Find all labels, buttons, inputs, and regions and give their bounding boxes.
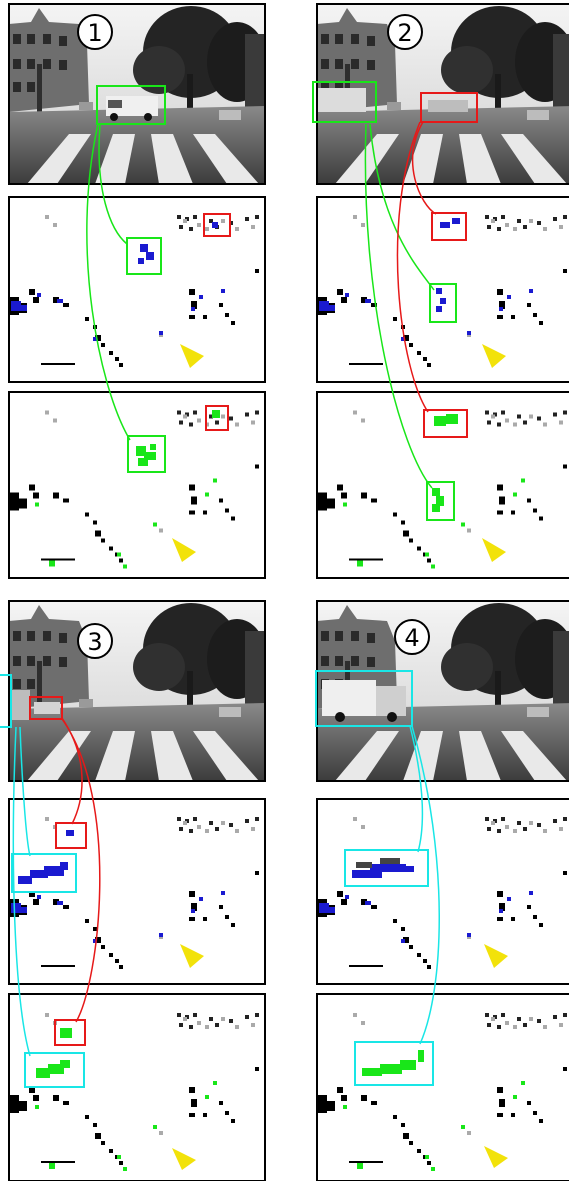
panel-group-3: 3 [0, 600, 266, 1181]
group-number-1: 1 [87, 19, 102, 47]
group-number-4: 4 [404, 624, 419, 652]
event-map-1b [8, 391, 266, 579]
camera-frame-1: 1 [8, 3, 266, 185]
event-map-3b [8, 993, 266, 1181]
event-map-2b [316, 391, 569, 579]
event-map-2a [316, 196, 569, 383]
event-map-3a [8, 798, 266, 985]
group-number-2: 2 [397, 19, 412, 47]
camera-frame-2: 2 [312, 3, 569, 185]
group-number-3: 3 [87, 628, 102, 656]
camera-frame-4: 4 [315, 600, 569, 782]
panel-group-4: 4 [315, 600, 569, 1181]
panel-group-2: 2 [312, 3, 569, 579]
event-map-4a [316, 798, 569, 985]
panel-group-1: 1 [8, 3, 266, 579]
event-map-4b [316, 993, 569, 1181]
camera-frame-3: 3 [0, 600, 266, 782]
event-map-1a [8, 196, 266, 383]
